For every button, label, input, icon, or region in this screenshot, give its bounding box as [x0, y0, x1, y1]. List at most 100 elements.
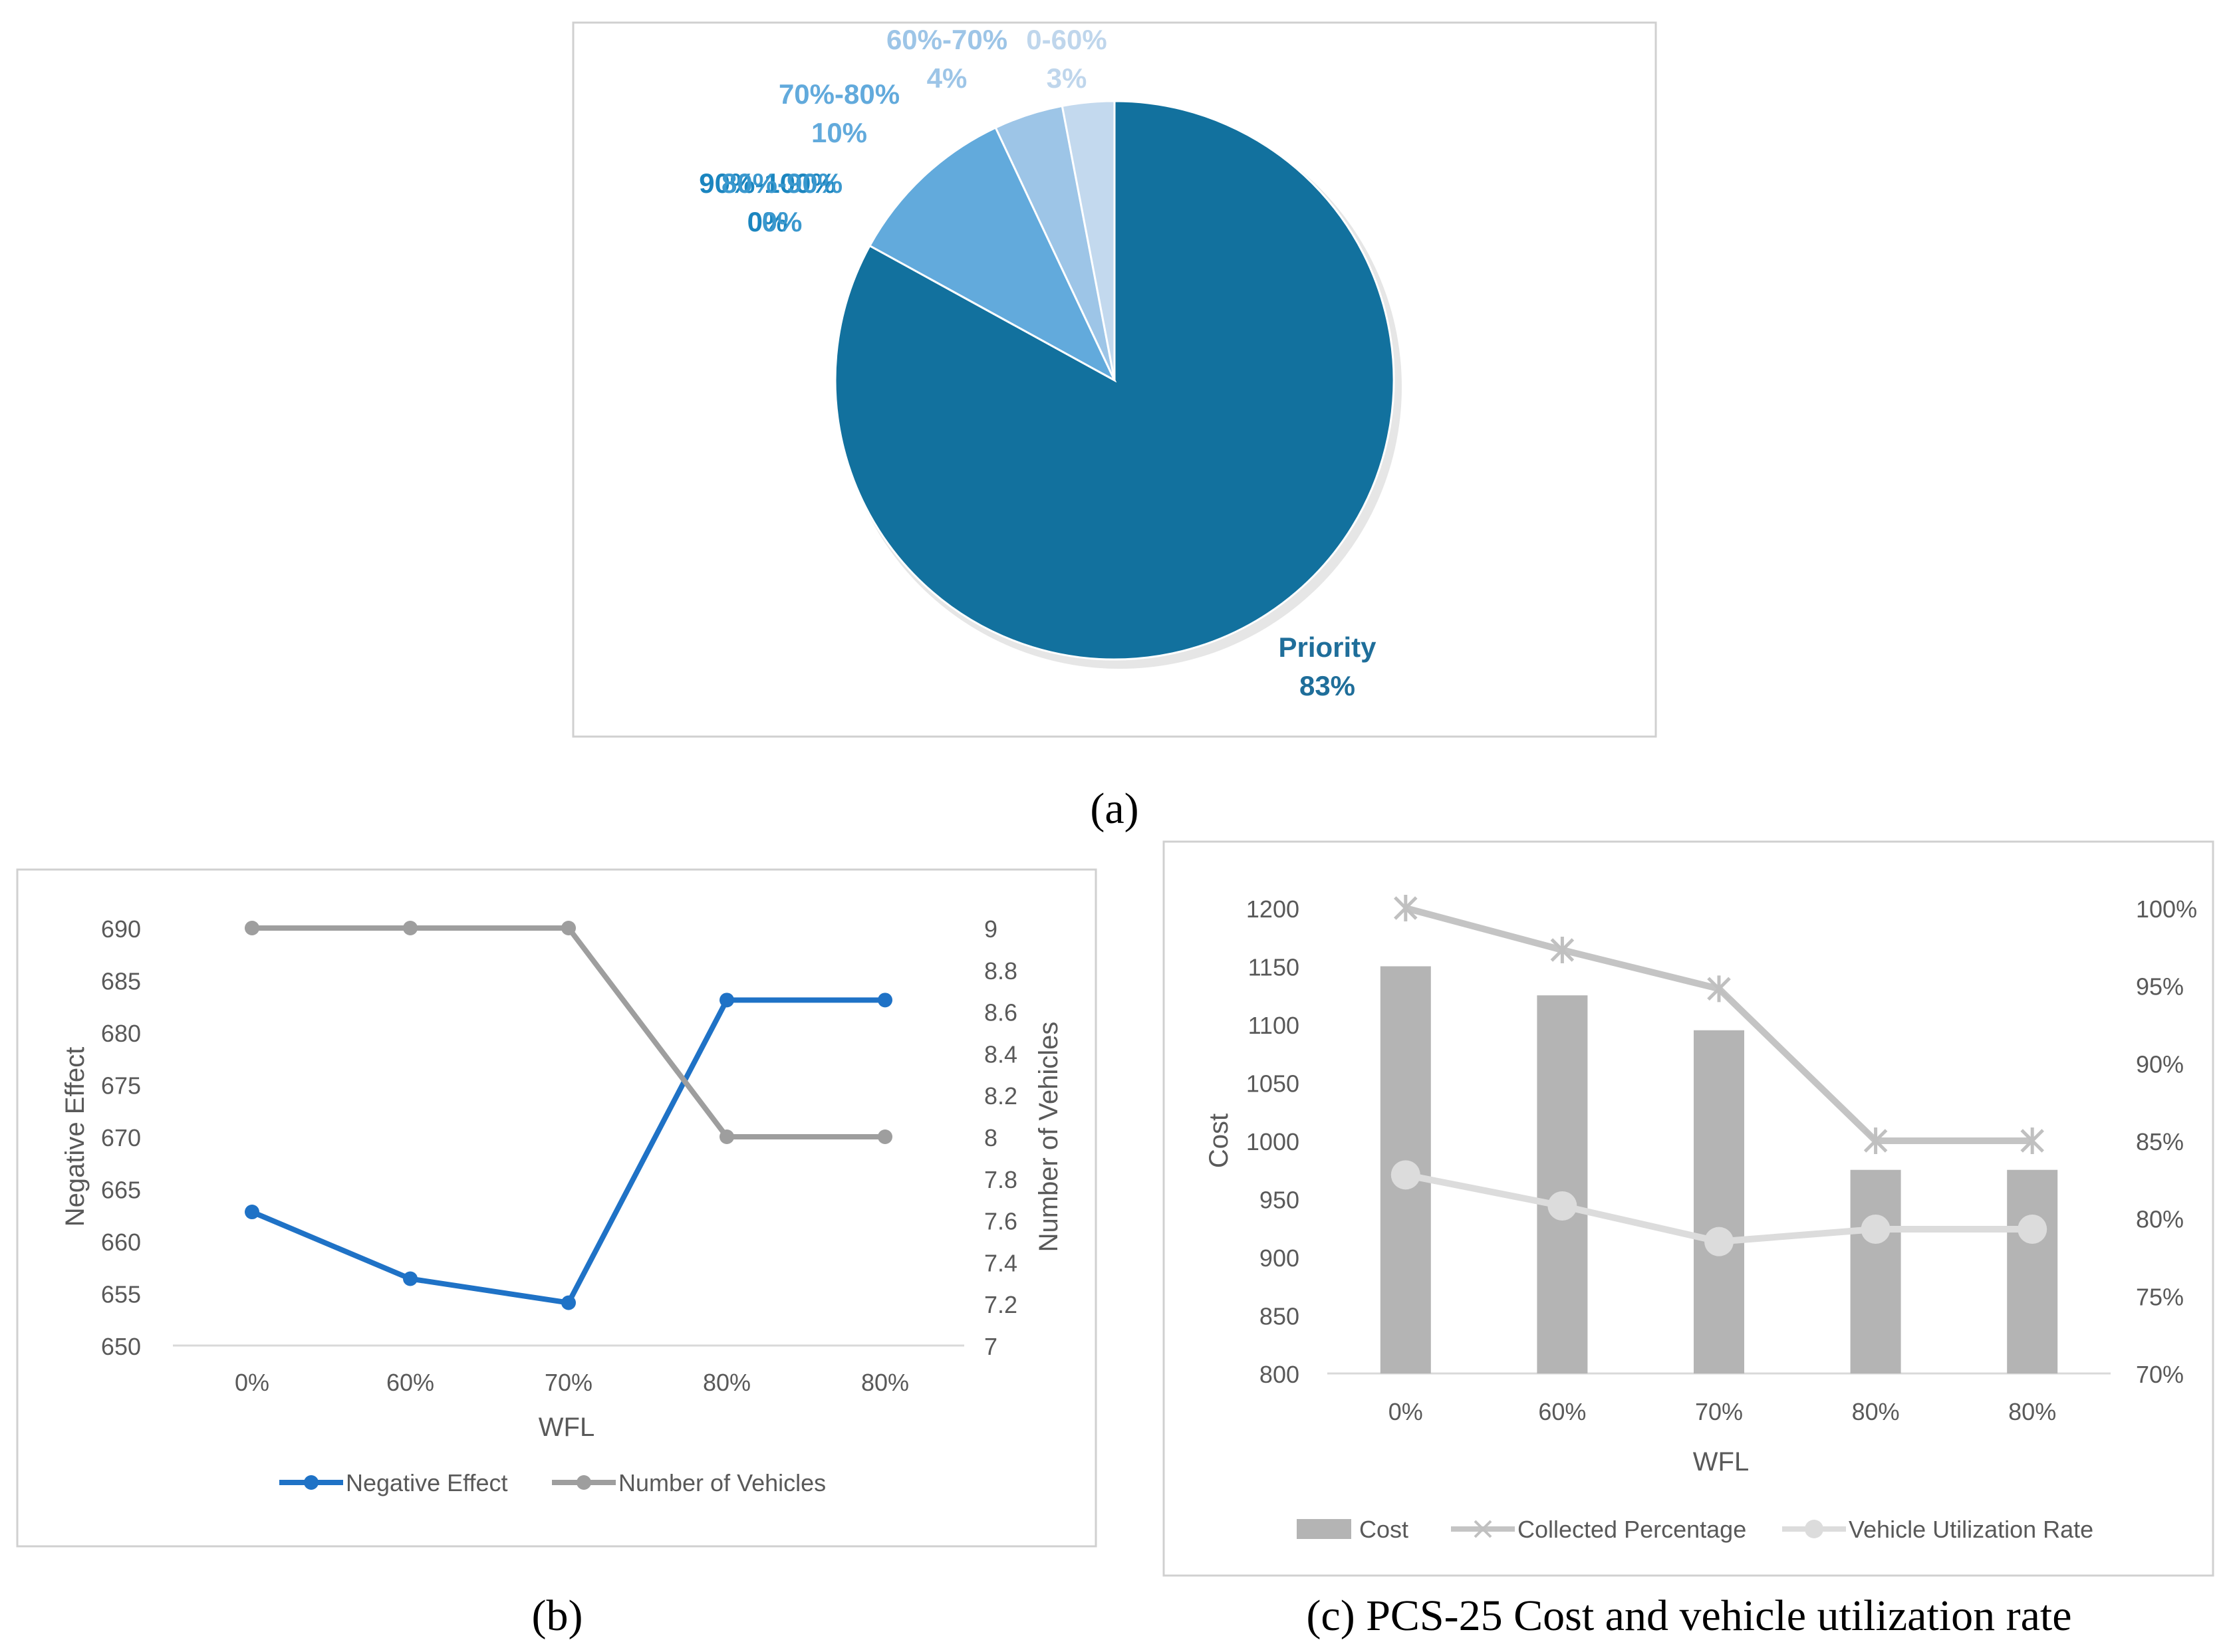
y2-tick-label: 8 [984, 1124, 997, 1151]
data-point-negative-effect [561, 1295, 576, 1310]
data-point-vehicle-utilization-rate [1390, 1160, 1420, 1190]
pie-label-priority: Priority [1278, 632, 1376, 663]
x-tick-label: 80% [861, 1369, 909, 1396]
y-tick-label: 650 [101, 1333, 141, 1360]
y-axis-title: Negative Effect [61, 1047, 90, 1227]
data-point-negative-effect [878, 993, 892, 1008]
pie-label-70-80-: 70%-80% [779, 78, 900, 110]
pie-label-60-70-: 60%-70% [886, 24, 1007, 55]
y2-tick-label: 7 [984, 1333, 997, 1360]
legend-marker-vehicle-utilization-rate [1805, 1520, 1823, 1538]
y2-tick-label: 8.2 [984, 1082, 1017, 1110]
y-tick-label: 1050 [1246, 1070, 1299, 1098]
pie-chart: Priority 83% 70%-80% 10% 60%-70% 4% 0-60% 3% 90%… [699, 24, 1402, 701]
y-tick-label: 685 [101, 968, 141, 995]
bar-cost [1694, 1030, 1744, 1373]
pie-label-60-70--pct: 4% [927, 62, 968, 94]
y2-tick-label: 8.6 [984, 999, 1017, 1026]
pie-slice-70-80- [868, 126, 1117, 383]
bar-cost [1850, 1169, 1901, 1373]
x-tick-label: 70% [1695, 1398, 1743, 1425]
x-axis-title: WFL [539, 1413, 594, 1442]
legend-label-vehicle-utilization-rate: Vehicle Utilization Rate [1849, 1516, 2093, 1543]
line-panel-frame [16, 868, 1097, 1548]
pie-label-80-90-: 80%-90% [721, 168, 843, 199]
y-tick-label: 655 [101, 1281, 141, 1308]
x-tick-label: 60% [386, 1369, 434, 1396]
x-tick-label: 80% [1852, 1398, 1900, 1425]
data-point-collected-percentage [2020, 1127, 2044, 1154]
data-point-negative-effect [403, 1271, 418, 1286]
y-tick-label: 660 [101, 1229, 141, 1256]
x-tick-label: 0% [1388, 1398, 1423, 1425]
y2-tick-label: 80% [2136, 1206, 2184, 1233]
y2-tick-label: 7.6 [984, 1208, 1017, 1235]
y-tick-label: 1150 [1248, 954, 1299, 981]
y-tick-label: 900 [1259, 1244, 1299, 1272]
bar-cost [2007, 1169, 2058, 1373]
x-tick-label: 80% [703, 1369, 751, 1396]
y2-tick-label: 95% [2136, 973, 2184, 1001]
data-point-negative-effect [245, 1205, 259, 1220]
y2-tick-label: 85% [2136, 1128, 2184, 1155]
data-point-collected-percentage [1863, 1127, 1888, 1154]
pie-label-70-80--pct: 10% [811, 117, 867, 148]
pie-label-80-90--pct: 0% [762, 206, 803, 237]
y-tick-label: 1200 [1246, 895, 1299, 923]
y-tick-label: 950 [1259, 1187, 1299, 1214]
combo-chart-c: 800 850 900 950 1000 1050 1100 1150 1200 70% 75% 80… [1204, 895, 2197, 1543]
data-point-number-of-vehicles [878, 1129, 892, 1144]
y2-tick-label: 9 [984, 915, 997, 943]
x-axis-title: WFL [1693, 1447, 1749, 1476]
legend-label-cost: Cost [1359, 1516, 1408, 1543]
x-tick-label: 0% [235, 1369, 269, 1396]
y2-tick-label: 100% [2136, 895, 2197, 923]
data-point-vehicle-utilization-rate [1547, 1191, 1577, 1221]
caption-b: (b) [532, 1592, 583, 1640]
y2-tick-label: 90% [2136, 1050, 2184, 1078]
y-tick-label: 665 [101, 1177, 141, 1204]
y2-tick-label: 7.4 [984, 1249, 1017, 1276]
y-tick-label: 800 [1259, 1361, 1299, 1388]
y-tick-label: 690 [101, 915, 141, 943]
pie-label-90-100-: 90%-100% [699, 168, 835, 199]
pie-label-0-60-: 0-60% [1026, 24, 1107, 55]
legend-marker-negative-effect [304, 1475, 319, 1490]
data-point-vehicle-utilization-rate [2018, 1215, 2047, 1244]
data-point-collected-percentage [1550, 937, 1575, 963]
caption-a: (a) [1090, 784, 1138, 833]
y-tick-label: 680 [101, 1020, 141, 1047]
data-point-vehicle-utilization-rate [1861, 1215, 1891, 1244]
x-tick-label: 80% [2008, 1398, 2056, 1425]
data-point-collected-percentage [1394, 895, 1418, 921]
y2-tick-label: 7.8 [984, 1166, 1017, 1193]
pie-label-0-60--pct: 3% [1047, 62, 1087, 94]
y2-tick-label: 75% [2136, 1283, 2184, 1310]
y-tick-label: 670 [101, 1124, 141, 1151]
legend-label-negative-effect: Negative Effect [346, 1469, 507, 1496]
y2-tick-label: 8.8 [984, 957, 1017, 985]
data-point-vehicle-utilization-rate [1704, 1227, 1734, 1256]
data-point-number-of-vehicles [403, 921, 418, 935]
legend-swatch-cost [1297, 1519, 1351, 1539]
data-point-negative-effect [720, 993, 734, 1008]
bar-cost [1537, 995, 1588, 1373]
legend-label-collected-percentage: Collected Percentage [1517, 1516, 1746, 1543]
y-tick-label: 1100 [1248, 1012, 1299, 1039]
y-tick-label: 675 [101, 1072, 141, 1100]
pie-slice-0-60- [1061, 100, 1116, 381]
data-point-number-of-vehicles [720, 1129, 734, 1144]
data-point-number-of-vehicles [561, 921, 576, 935]
y2-tick-label: 70% [2136, 1361, 2184, 1388]
legend-marker-collected-percentage [1474, 1520, 1492, 1538]
y-tick-label: 850 [1259, 1303, 1299, 1330]
data-point-number-of-vehicles [245, 921, 259, 935]
y-axis-title: Cost [1204, 1114, 1234, 1168]
legend-label-number-of-vehicles: Number of Vehicles [618, 1469, 826, 1496]
y-tick-label: 1000 [1246, 1128, 1299, 1155]
y2-tick-label: 7.2 [984, 1291, 1017, 1318]
caption-c: (c) PCS-25 Cost and vehicle utilization … [1306, 1592, 2071, 1640]
x-tick-label: 70% [545, 1369, 592, 1396]
legend-marker-number-of-vehicles [577, 1475, 591, 1490]
